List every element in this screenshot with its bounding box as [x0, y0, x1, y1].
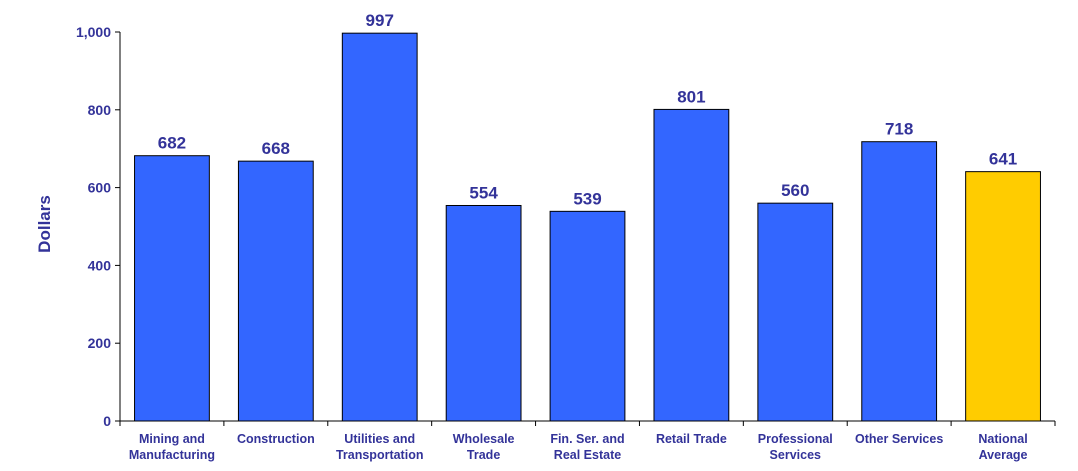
x-tick-label-line: Transportation	[336, 448, 424, 462]
y-tick-label: 400	[88, 257, 112, 273]
x-tick-label-line: Services	[770, 448, 821, 462]
y-axis-title: Dollars	[35, 195, 54, 253]
y-tick-label: 200	[88, 335, 112, 351]
y-axis-title-group: Dollars	[35, 195, 54, 253]
x-tick-label: Retail Trade	[656, 432, 727, 446]
y-tick-label: 800	[88, 102, 112, 118]
x-tick-label-line: Manufacturing	[129, 448, 215, 462]
x-tick-label: Utilities and Transportation	[336, 432, 424, 462]
x-tick-label: Fin. Ser. and Real Estate	[550, 432, 624, 462]
x-tick-label-line: Average	[979, 448, 1028, 462]
x-tick-label-line: Wholesale	[453, 432, 515, 446]
data-label: 539	[573, 189, 601, 208]
x-tick-label-line: Construction	[237, 432, 315, 446]
x-tick-label-line: Fin. Ser. and	[550, 432, 624, 446]
x-tick-label: Construction	[237, 432, 315, 446]
value-labels: 682 668 997 554 539 801 560 718 641	[158, 11, 1017, 208]
y-tick-label: 0	[103, 413, 111, 429]
data-label: 718	[885, 120, 913, 139]
x-tick-label-line: Real Estate	[554, 448, 621, 462]
x-tick-label: Other Services	[855, 432, 943, 446]
bar	[757, 202, 834, 422]
x-tick-label-line: Utilities and	[344, 432, 415, 446]
data-label: 668	[262, 139, 290, 158]
y-tick-label: 1,000	[76, 24, 111, 40]
bar	[445, 204, 522, 422]
x-tick-label-line: Other Services	[855, 432, 943, 446]
data-label: 682	[158, 134, 186, 153]
bar	[965, 171, 1041, 422]
x-tick-label-line: Professional	[758, 432, 833, 446]
data-label: 641	[989, 150, 1017, 169]
x-tick-label-line: Mining and	[139, 432, 205, 446]
bar	[549, 210, 626, 422]
y-axis-ticks: 0 200 400 600 800 1,000	[76, 24, 120, 429]
bar	[134, 155, 210, 422]
data-label: 801	[677, 87, 705, 106]
data-label: 560	[781, 181, 809, 200]
data-label: 997	[366, 11, 394, 30]
bars	[134, 32, 1041, 422]
x-tick-label-line: Retail Trade	[656, 432, 727, 446]
x-axis-labels: Mining and Manufacturing Construction Utili…	[119, 421, 1056, 462]
data-label: 554	[469, 183, 498, 202]
y-tick-label: 600	[88, 180, 112, 196]
x-tick-label-line: National	[978, 432, 1027, 446]
x-tick-label: National Average	[978, 432, 1027, 462]
x-tick-label: Mining and Manufacturing	[129, 432, 215, 462]
bar	[341, 32, 418, 422]
bar	[653, 108, 730, 422]
x-tick-label-line: Trade	[467, 448, 500, 462]
bar	[861, 141, 938, 422]
x-tick-label: Professional Services	[758, 432, 833, 462]
bar	[237, 160, 314, 422]
x-tick-label: Wholesale Trade	[453, 432, 515, 462]
